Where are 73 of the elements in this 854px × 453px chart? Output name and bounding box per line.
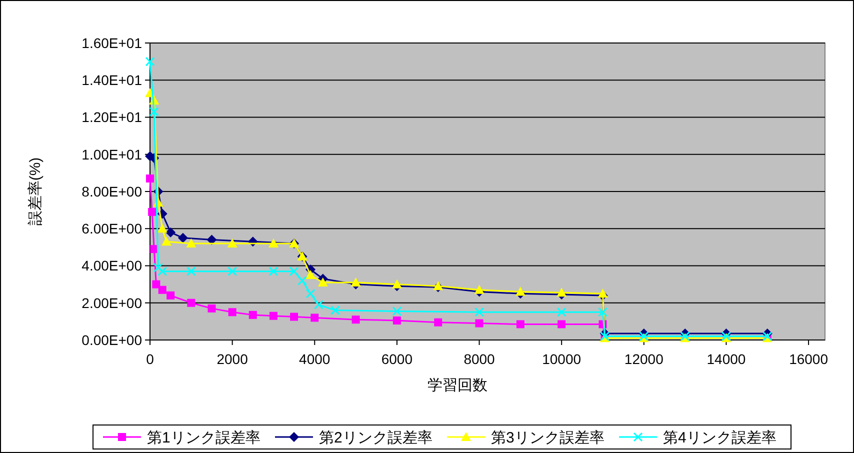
point bbox=[306, 288, 316, 298]
point bbox=[352, 316, 360, 324]
point bbox=[310, 314, 319, 322]
point bbox=[186, 266, 196, 276]
point bbox=[516, 320, 524, 328]
x-tick-label: 12000 bbox=[624, 351, 664, 367]
point bbox=[598, 307, 608, 317]
point bbox=[166, 227, 176, 238]
point bbox=[268, 238, 278, 248]
point bbox=[227, 238, 238, 248]
point bbox=[158, 286, 166, 294]
y-tick-label: 1.20E+01 bbox=[82, 109, 142, 126]
legend-label: 第2リンク誤差率 bbox=[319, 429, 432, 446]
x-axis-title: 学習回数 bbox=[428, 377, 488, 394]
point bbox=[152, 280, 160, 288]
legend-label: 第3リンク誤差率 bbox=[491, 429, 604, 446]
y-tick-label: 2.00E+00 bbox=[82, 294, 142, 311]
point bbox=[145, 56, 155, 66]
point bbox=[158, 266, 168, 276]
y-tick-label: 1.00E+01 bbox=[82, 146, 142, 162]
point bbox=[474, 307, 484, 317]
point bbox=[157, 224, 168, 233]
x-tick-label: 2000 bbox=[216, 351, 248, 367]
point bbox=[161, 236, 172, 246]
y-tick-label: 8.00E+00 bbox=[82, 183, 142, 200]
point bbox=[248, 310, 257, 319]
x-tick-label: 4000 bbox=[299, 351, 330, 367]
point bbox=[228, 308, 236, 316]
point bbox=[556, 288, 567, 297]
point bbox=[298, 276, 308, 286]
point bbox=[515, 286, 526, 296]
point bbox=[187, 298, 196, 307]
y-tick-label: 0.00E+00 bbox=[82, 332, 142, 348]
y-tick-label: 1.40E+01 bbox=[82, 72, 142, 88]
point bbox=[269, 312, 278, 320]
point bbox=[475, 319, 484, 328]
legend-label: 第1リンク誤差率 bbox=[147, 429, 260, 446]
point bbox=[330, 306, 340, 316]
point bbox=[434, 318, 442, 326]
point bbox=[153, 262, 163, 272]
point bbox=[268, 266, 278, 276]
x-tick-label: 6000 bbox=[381, 351, 413, 367]
point bbox=[166, 291, 175, 300]
y-tick-label: 1.60E+01 bbox=[82, 34, 142, 51]
y-tick-label: 4.00E+00 bbox=[82, 258, 142, 274]
point bbox=[148, 208, 156, 216]
point bbox=[318, 277, 328, 286]
legend-label: 第4リンク誤差率 bbox=[663, 429, 776, 446]
point bbox=[146, 174, 154, 183]
point bbox=[314, 300, 324, 310]
point bbox=[208, 304, 216, 312]
point bbox=[350, 277, 361, 286]
point bbox=[474, 284, 484, 294]
point bbox=[290, 312, 298, 321]
point bbox=[178, 232, 188, 243]
point bbox=[556, 307, 566, 317]
point bbox=[149, 106, 159, 116]
point bbox=[558, 320, 566, 328]
point bbox=[306, 270, 316, 280]
point bbox=[289, 266, 299, 276]
point bbox=[392, 279, 402, 288]
point bbox=[186, 238, 196, 248]
y-axis-title: 誤差率(%) bbox=[27, 157, 44, 226]
x-tick-label: 16000 bbox=[789, 351, 828, 367]
x-tick-label: 0 bbox=[146, 351, 154, 367]
x-tick-label: 14000 bbox=[706, 351, 746, 367]
point bbox=[228, 266, 238, 276]
y-tick-label: 6.00E+00 bbox=[82, 220, 142, 237]
point bbox=[598, 288, 608, 298]
x-tick-label: 10000 bbox=[542, 351, 582, 367]
point bbox=[392, 316, 401, 325]
x-tick-label: 8000 bbox=[464, 351, 496, 367]
point bbox=[392, 306, 402, 316]
